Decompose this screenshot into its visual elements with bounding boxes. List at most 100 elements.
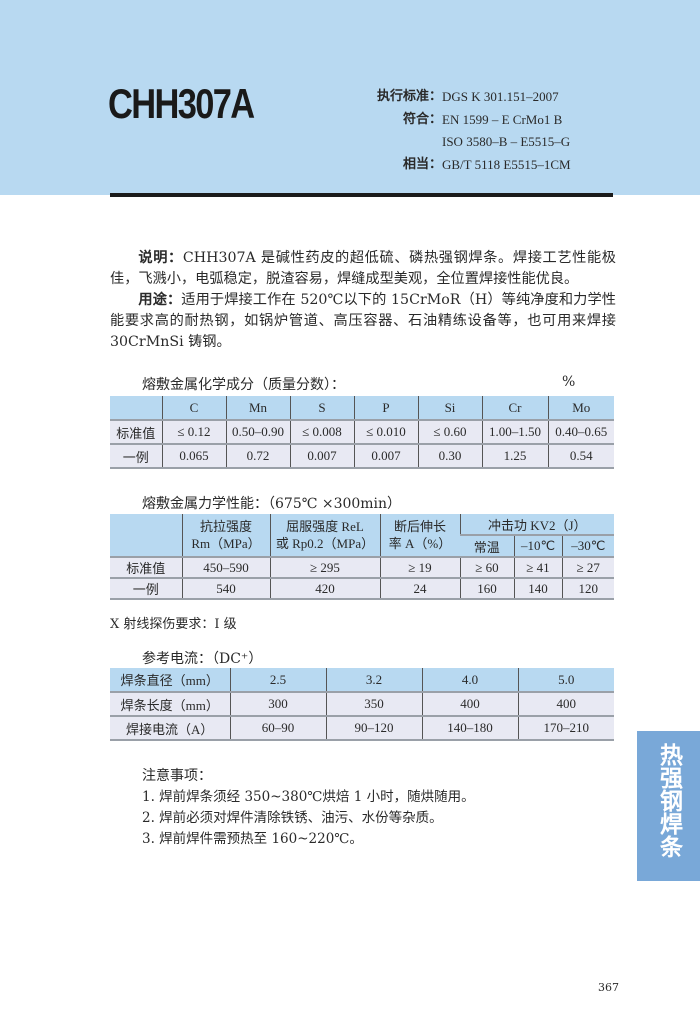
table-row: 标准值 450–590 ≥ 295 ≥ 19 ≥ 60 ≥ 41 ≥ 27 (110, 557, 614, 579)
table-cell: 焊条直径（mm） (110, 668, 230, 693)
table-cell: 60–90 (229, 716, 326, 741)
standard-label: 符合： (402, 111, 442, 127)
page-number: 367 (598, 981, 619, 994)
table-row: 一例 0.065 0.72 0.007 0.007 0.30 1.25 0.54 (110, 444, 614, 469)
header-row: 抗拉强度 Rm（MPa） 屈服强度 ReL 或 Rp0.2（MPa） 断后伸长 率 … (110, 514, 614, 558)
table-cell: 90–120 (325, 716, 422, 741)
chem-table: C Mn S P Si Cr Mo 标准值 ≤ 0.12 0.50–0.90 ≤ 0.008 ≤ 0.… (110, 396, 614, 469)
table-cell: ≥ 41 (513, 557, 562, 579)
current-heading: 参考电流：（DC⁺） (142, 651, 263, 667)
table-cell (110, 514, 182, 558)
note-item: 1. 焊前焊条须经 350~380℃烘焙 1 小时，随烘随用。 (142, 789, 475, 805)
table-cell: –30℃ (561, 535, 614, 558)
table-cell: 0.30 (417, 444, 482, 469)
product-title: CHH307A (108, 80, 255, 127)
table-cell: 300 (229, 692, 326, 717)
table-cell: ≥ 19 (379, 557, 460, 579)
table-cell: ≤ 0.010 (353, 420, 418, 445)
table-cell: 1.25 (481, 444, 548, 469)
table-cell: Cr (481, 396, 548, 421)
table-cell: 一例 (110, 578, 182, 600)
table-cell: 350 (325, 692, 422, 717)
table-cell: 标准值 (110, 557, 182, 579)
table-cell: 140–180 (421, 716, 518, 741)
description-paragraph: 说明：CHH307A 是碱性药皮的超低硫、磷热强钢焊条。焊接工艺性能极佳，飞溅小… (110, 248, 616, 353)
table-row: 焊接电流（A） 60–90 90–120 140–180 170–210 (110, 716, 614, 741)
table-cell: ≥ 60 (459, 557, 514, 579)
table-cell: 抗拉强度 Rm（MPa） (181, 514, 270, 558)
note-item: 2. 焊前必须对焊件清除铁锈、油污、水份等杂质。 (142, 810, 443, 826)
standard-value: DGS K 301.151–2007 (442, 89, 559, 104)
table-cell: 0.007 (289, 444, 354, 469)
chem-heading: 熔敷金属化学成分（质量分数）：% (142, 374, 576, 393)
table-cell: ≥ 27 (561, 557, 614, 579)
header-rule (110, 193, 613, 197)
table-cell: 0.007 (353, 444, 418, 469)
current-table: 焊条直径（mm） 2.5 3.2 4.0 5.0 焊条长度（mm） 300 350 400 400… (110, 668, 614, 741)
table-cell: C (161, 396, 226, 421)
table-cell: 170–210 (517, 716, 614, 741)
table-cell: ≤ 0.12 (161, 420, 226, 445)
table-row: 一例 540 420 24 160 140 120 (110, 578, 614, 600)
table-cell: 0.54 (547, 444, 614, 469)
standard-value: ISO 3580–B – E5515–G (442, 134, 571, 149)
table-cell: 焊条长度（mm） (110, 692, 230, 717)
header-row: C Mn S P Si Cr Mo (110, 396, 614, 421)
table-cell: 断后伸长 率 A（%） (379, 514, 460, 558)
header-row: 焊条直径（mm） 2.5 3.2 4.0 5.0 (110, 668, 614, 693)
xray-note: X 射线探伤要求：I 级 (110, 617, 237, 632)
table-cell: 3.2 (325, 668, 422, 693)
usage-label: 用途： (138, 292, 182, 308)
table-cell (110, 396, 162, 421)
table-cell: 5.0 (517, 668, 614, 693)
table-cell: P (353, 396, 418, 421)
table-cell: 140 (513, 578, 562, 600)
table-cell: 0.065 (161, 444, 226, 469)
chem-unit: % (562, 374, 576, 390)
table-cell: 0.50–0.90 (225, 420, 290, 445)
table-cell: 1.00–1.50 (481, 420, 548, 445)
table-cell: ≤ 0.008 (289, 420, 354, 445)
table-cell: 24 (379, 578, 460, 600)
table-row: 标准值 ≤ 0.12 0.50–0.90 ≤ 0.008 ≤ 0.010 ≤ 0.60 1.… (110, 420, 614, 445)
table-cell: 焊接电流（A） (110, 716, 230, 741)
table-cell: 400 (517, 692, 614, 717)
table-cell: 屈服强度 ReL 或 Rp0.2（MPa） (269, 514, 380, 558)
table-cell: 450–590 (181, 557, 270, 579)
table-cell: 120 (561, 578, 614, 600)
table-cell: 400 (421, 692, 518, 717)
header-band (0, 0, 700, 195)
usage-text: 适用于焊接工作在 520℃以下的 15CrMoR（H）等纯净度和力学性能要求高的… (110, 292, 616, 350)
header-row: 常温 –10℃ –30℃ (110, 535, 614, 558)
table-cell: 常温 (460, 535, 514, 558)
notes-title: 注意事项： (142, 768, 212, 784)
table-cell: 420 (269, 578, 380, 600)
table-cell: 4.0 (421, 668, 518, 693)
table-cell: 540 (181, 578, 270, 600)
table-cell: ≥ 295 (269, 557, 380, 579)
table-cell: 160 (459, 578, 514, 600)
standard-value: GB/T 5118 E5515–1CM (442, 156, 571, 172)
table-cell: 2.5 (229, 668, 326, 693)
mech-heading: 熔敷金属力学性能：（675℃ ×300min） (142, 496, 402, 512)
description-label: 说明： (138, 250, 183, 266)
table-cell: 冲击功 KV2（J） (459, 514, 614, 536)
table-cell: 0.40–0.65 (547, 420, 614, 445)
table-cell: ≤ 0.60 (417, 420, 482, 445)
note-item: 3. 焊前焊件需预热至 160~220℃。 (142, 831, 363, 847)
standard-label (330, 131, 442, 154)
table-cell: Mo (547, 396, 614, 421)
table-cell: 0.72 (225, 444, 290, 469)
table-cell: 一例 (110, 444, 162, 469)
table-cell: 标准值 (110, 420, 162, 445)
standards-block: 执行标准： DGS K 301.151–2007 符合： EN 1599 – E C… (330, 86, 571, 176)
notes-section: 注意事项： 1. 焊前焊条须经 350~380℃烘焙 1 小时，随烘随用。 2.… (142, 766, 475, 850)
standard-value: EN 1599 – E CrMo1 B (442, 111, 563, 127)
table-row: 焊条长度（mm） 300 350 400 400 (110, 692, 614, 717)
table-cell: Si (417, 396, 482, 421)
standard-label: 执行标准： (376, 89, 442, 104)
description-text: CHH307A 是碱性药皮的超低硫、磷热强钢焊条。焊接工艺性能极佳，飞溅小，电弧… (110, 250, 616, 287)
table-cell: Mn (225, 396, 290, 421)
category-side-tab: 热强钢焊条 (637, 731, 700, 881)
table-cell: S (289, 396, 354, 421)
